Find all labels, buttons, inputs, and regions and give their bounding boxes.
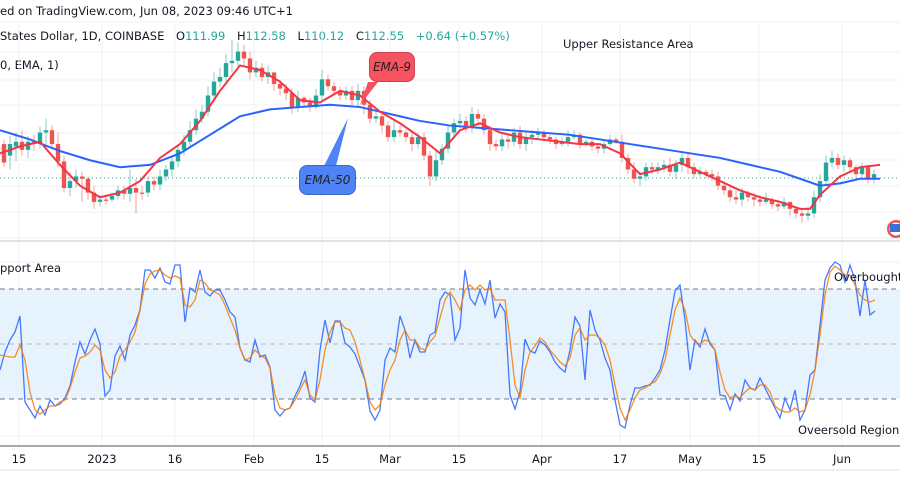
time-axis-label: 16	[168, 452, 183, 466]
time-axis-label: 15	[752, 452, 767, 466]
ema50-callout-pointer	[322, 118, 348, 170]
close-label: C	[355, 29, 364, 43]
ema9-callout: EMA-9	[369, 52, 415, 82]
stoch-band-lines	[0, 288, 900, 400]
open-value: 111.99	[185, 29, 226, 43]
flag-icon[interactable]	[887, 220, 900, 238]
time-axis-label: May	[678, 452, 702, 466]
stoch-k-line	[0, 261, 876, 430]
high-value: 112.58	[245, 29, 286, 43]
close-value: 112.55	[363, 29, 405, 43]
candlestick-series	[1, 40, 877, 223]
high-label: H	[236, 29, 246, 43]
overbought-label: Overbought R	[834, 270, 900, 284]
upper-resistance-label: Upper Resistance Area	[563, 37, 694, 51]
symbol-text: States Dollar, 1D, COINBASE	[0, 29, 165, 43]
time-axis-labels[interactable]: 15 2023 16 Feb 15 Mar 15 Apr 17 May 15 Jun	[12, 452, 851, 466]
oversold-label: Oveersold Region	[798, 423, 900, 437]
time-axis-label: 15	[315, 452, 330, 466]
stoch-d-line	[0, 265, 876, 422]
open-label: O	[176, 29, 186, 43]
time-axis-label: Mar	[379, 452, 401, 466]
change-value: +0.64 (+0.57%)	[415, 29, 510, 43]
time-axis-label: Apr	[532, 452, 552, 466]
ema9-callout-pointer	[360, 82, 378, 105]
ema50-line	[0, 103, 880, 187]
symbol-legend: States Dollar, 1D, COINBASE O111.99 H112…	[0, 29, 510, 43]
time-axis-label: 17	[613, 452, 628, 466]
time-axis-label: Jun	[832, 452, 851, 466]
published-header: ed on TradingView.com, Jun 08, 2023 09:4…	[0, 4, 294, 18]
low-value: 110.12	[303, 29, 345, 43]
time-axis-label: Feb	[244, 452, 264, 466]
ema9-line	[0, 64, 881, 210]
time-axis-label: 15	[12, 452, 27, 466]
ema50-callout: EMA-50	[299, 165, 356, 195]
low-label: L	[297, 29, 304, 43]
time-axis-label: 15	[452, 452, 467, 466]
support-area-label: pport Area	[0, 261, 61, 275]
time-axis-label: 2023	[87, 452, 116, 466]
indicator-legend: 0, EMA, 1)	[0, 58, 59, 72]
